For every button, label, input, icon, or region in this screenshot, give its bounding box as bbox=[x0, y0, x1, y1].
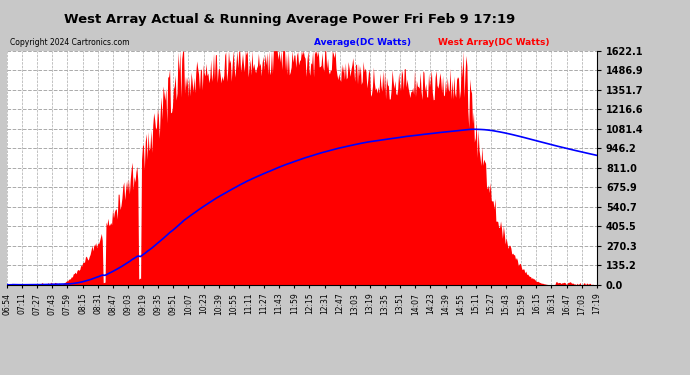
Text: West Array(DC Watts): West Array(DC Watts) bbox=[437, 38, 549, 47]
Text: West Array Actual & Running Average Power Fri Feb 9 17:19: West Array Actual & Running Average Powe… bbox=[64, 13, 515, 26]
Text: Average(DC Watts): Average(DC Watts) bbox=[314, 38, 411, 47]
Text: Copyright 2024 Cartronics.com: Copyright 2024 Cartronics.com bbox=[10, 38, 129, 47]
